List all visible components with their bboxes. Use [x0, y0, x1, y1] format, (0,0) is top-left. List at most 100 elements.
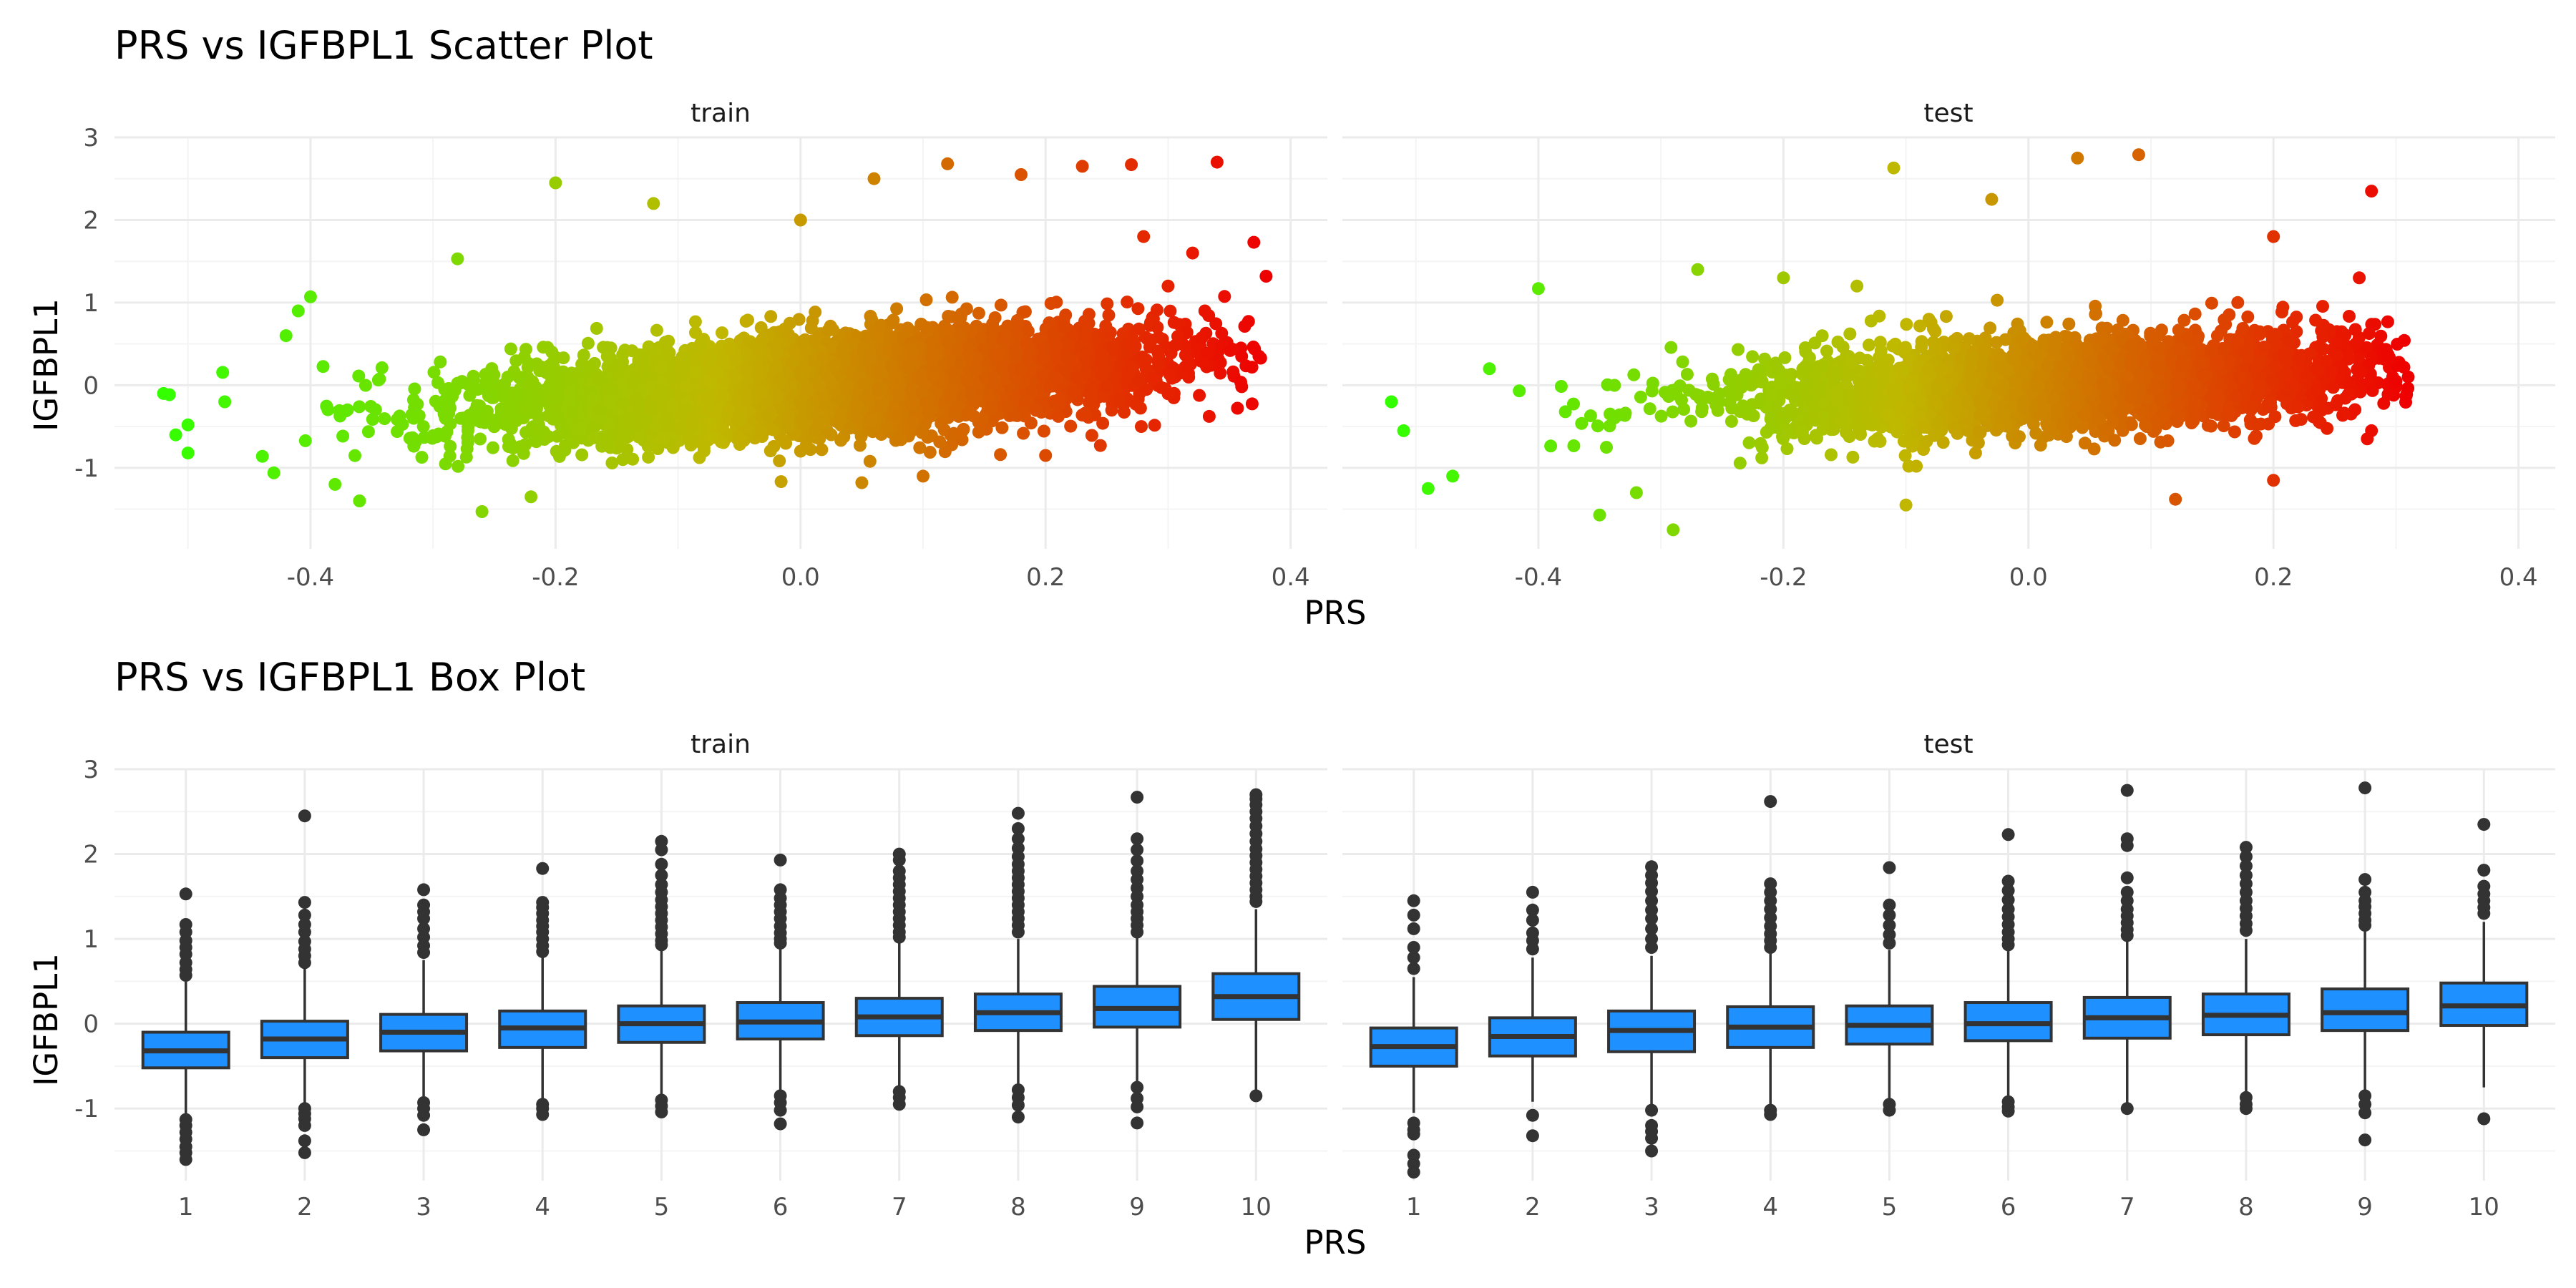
scatter-point — [1017, 426, 1030, 440]
scatter-point — [316, 360, 330, 374]
scatter-strip-train: train — [691, 99, 751, 128]
scatter-point — [774, 475, 788, 489]
scatter-point — [913, 441, 927, 454]
scatter-point — [411, 397, 424, 411]
scatter-point — [616, 453, 630, 467]
scatter-point — [1044, 297, 1058, 310]
scatter-point — [503, 396, 517, 409]
scatter-point — [1093, 439, 1107, 452]
scatter-point — [541, 341, 555, 354]
scatter-point — [938, 445, 952, 459]
scatter-point — [783, 316, 796, 330]
scatter-point — [942, 310, 955, 323]
scatter-point — [460, 442, 474, 456]
scatter-point — [348, 449, 361, 462]
scatter-point — [716, 389, 730, 403]
scatter-point — [452, 459, 465, 473]
scatter-point — [697, 441, 711, 454]
scatter-point — [952, 311, 965, 324]
scatter-point — [375, 361, 389, 374]
scatter-point — [504, 342, 517, 356]
scatter-point — [1148, 419, 1161, 432]
scatter-point — [429, 394, 442, 408]
scatter-point — [474, 432, 487, 446]
scatter-point — [519, 343, 532, 356]
scatter-point — [754, 424, 768, 438]
scatter-point — [1135, 420, 1148, 434]
scatter-point — [557, 351, 570, 365]
scatter-point — [587, 431, 601, 444]
scatter-point — [577, 348, 590, 362]
scatter-point — [427, 366, 441, 379]
scatter-point — [1163, 304, 1177, 318]
scatter-point — [994, 448, 1008, 462]
scatter-point — [552, 449, 566, 463]
scatter-point — [615, 431, 629, 444]
scatter-point — [626, 452, 640, 466]
scatter-point — [467, 373, 480, 386]
scatter-point — [1195, 331, 1209, 345]
scatter-point — [521, 361, 535, 374]
scatter-point — [321, 403, 335, 416]
scatter-point — [1102, 308, 1116, 322]
scatter-point — [686, 420, 699, 434]
scatter-point — [972, 306, 985, 320]
scatter-point — [298, 434, 312, 447]
scatter-point — [1078, 406, 1092, 420]
scatter-point — [504, 406, 518, 420]
scatter-point — [592, 403, 606, 416]
scatter-point — [1009, 342, 1022, 356]
scatter-point — [1021, 324, 1035, 338]
scatter-point — [892, 431, 905, 444]
scatter-point — [660, 342, 673, 356]
scatter-point — [919, 293, 933, 306]
scatter-point — [998, 334, 1012, 348]
scatter-point — [1010, 313, 1024, 327]
scatter-point — [514, 371, 527, 384]
scatter-point — [753, 346, 767, 360]
scatter-point — [512, 386, 525, 399]
scatter-point — [1238, 320, 1252, 333]
scatter-point — [1037, 424, 1050, 438]
scatter-point — [1064, 419, 1078, 433]
scatter-point — [1172, 318, 1186, 331]
scatter-point — [358, 379, 372, 392]
scatter-point — [466, 409, 479, 423]
scatter-point — [1218, 290, 1231, 303]
scatter-point — [1245, 361, 1259, 374]
scatter-point — [415, 451, 429, 464]
scatter-point — [853, 439, 867, 452]
scatter-point — [661, 412, 674, 426]
scatter-point — [581, 336, 595, 350]
scatter-point — [403, 431, 416, 445]
scatter-point — [1001, 400, 1015, 414]
scatter-point — [620, 443, 634, 457]
scatter-point — [408, 382, 421, 396]
scatter-point — [575, 448, 589, 462]
scatter-point — [1202, 409, 1216, 423]
scatter-point — [824, 428, 838, 441]
scatter-point — [773, 454, 786, 468]
scatter-point — [1226, 365, 1240, 379]
scatter-point — [1245, 397, 1259, 411]
scatter-point — [1085, 390, 1098, 404]
scatter-point — [461, 431, 474, 444]
scatter-point — [371, 374, 385, 387]
scatter-point — [1179, 348, 1192, 362]
scatter-point — [501, 371, 514, 384]
scatter-point — [1136, 350, 1149, 364]
scatter-point — [555, 426, 568, 440]
scatter-point — [1151, 344, 1164, 358]
scatter-point — [353, 400, 366, 414]
scatter-point — [945, 291, 959, 304]
scatter-point — [632, 430, 645, 444]
scatter-point — [216, 366, 230, 379]
scatter-point — [519, 438, 532, 452]
scatter-point — [336, 429, 350, 443]
scatter-point — [1096, 367, 1108, 381]
scatter-point — [739, 314, 753, 328]
scatter-train-points — [157, 155, 1273, 518]
scatter-point — [1151, 303, 1163, 317]
scatter-point — [676, 351, 690, 364]
